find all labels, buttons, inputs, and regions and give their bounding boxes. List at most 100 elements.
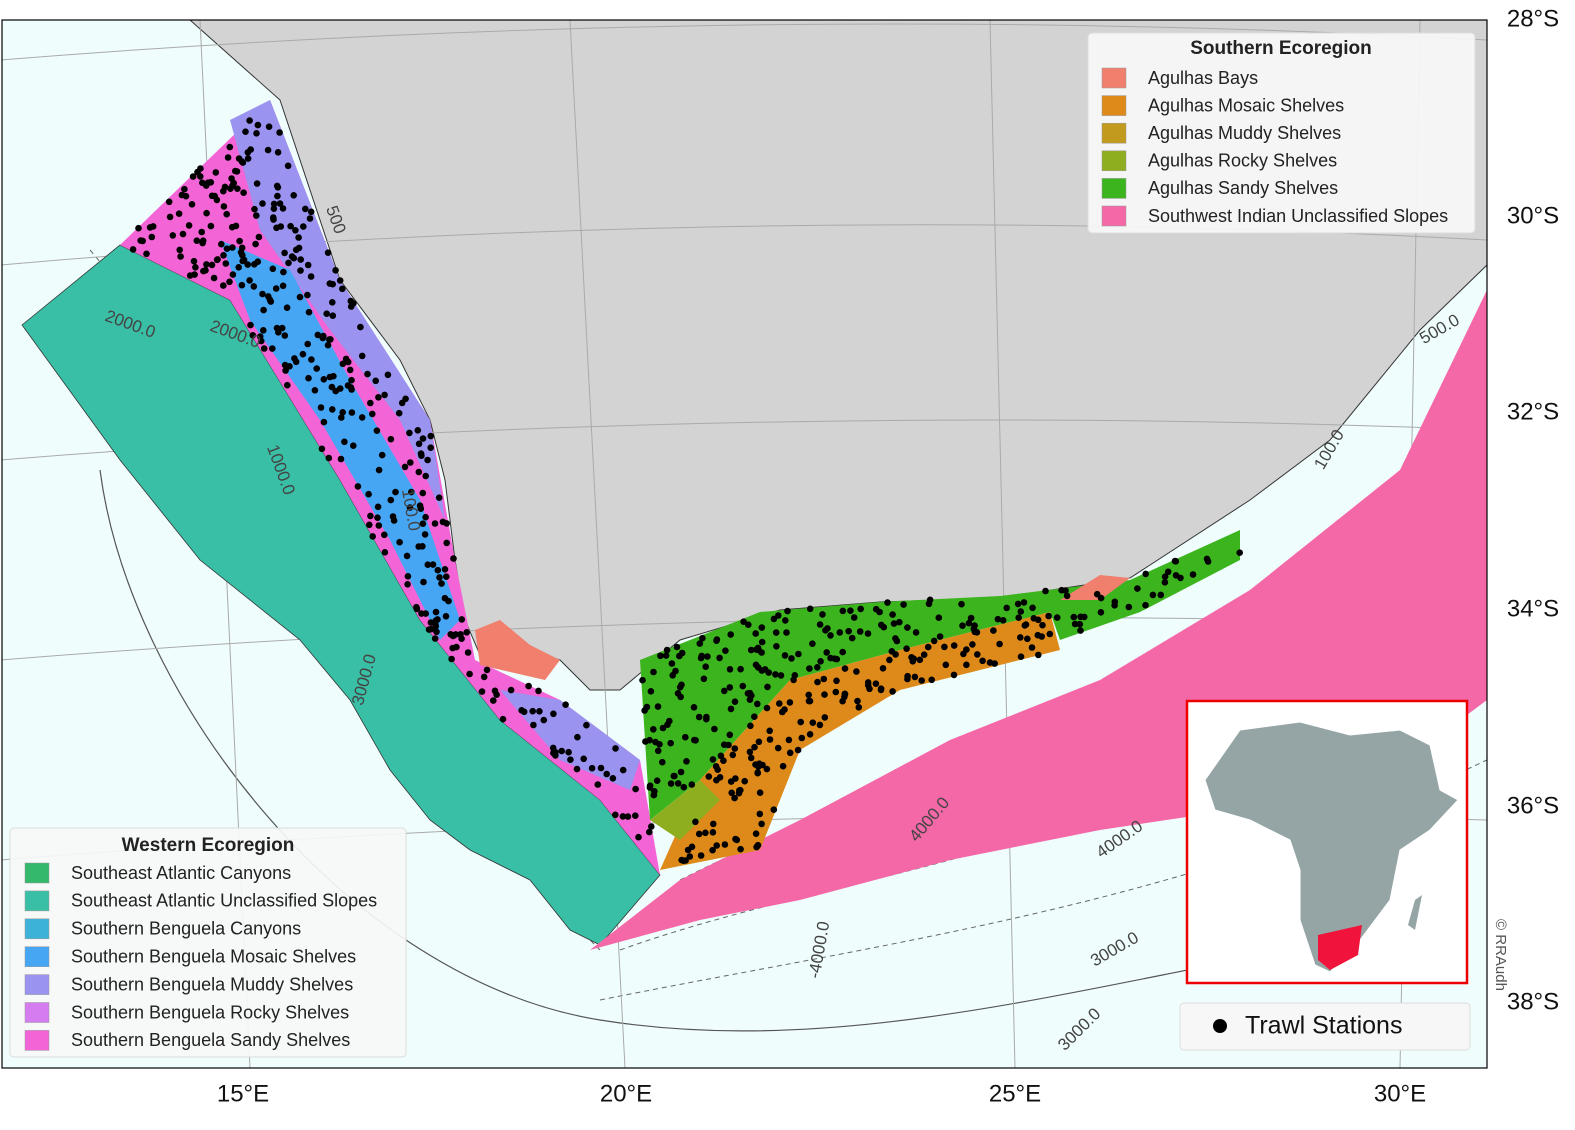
trawl-station <box>149 223 157 230</box>
trawl-station <box>347 384 355 391</box>
trawl-station <box>1071 620 1079 628</box>
southern-legend: Southern Ecoregion Agulhas Bays Agulhas M… <box>1087 32 1476 234</box>
trawl-station <box>712 763 720 770</box>
trawl-station <box>973 629 981 636</box>
trawl-station <box>281 332 289 339</box>
trawl-station <box>281 249 288 257</box>
trawl-station <box>427 444 435 452</box>
trawl-station <box>165 198 173 206</box>
legend-title: Western Ecoregion <box>122 835 295 856</box>
trawl-station <box>677 768 685 776</box>
trawl-station <box>580 755 587 763</box>
trawl-station <box>448 655 455 663</box>
trawl-station <box>567 756 574 763</box>
trawl-station <box>432 617 440 624</box>
trawl-station <box>809 640 816 647</box>
trawl-station <box>202 267 209 274</box>
trawl-station <box>375 394 382 401</box>
legend-swatch <box>24 918 50 940</box>
trawl-station <box>169 232 177 239</box>
trawl-station <box>832 688 840 696</box>
trawl-station <box>678 681 685 689</box>
trawl-station <box>1034 616 1042 624</box>
trawl-station <box>680 783 688 791</box>
trawl-station <box>686 853 694 860</box>
trawl-station <box>824 625 831 632</box>
trawl-station <box>308 356 315 363</box>
trawl-station <box>877 686 885 694</box>
trawl-station <box>754 769 761 776</box>
trawl-station <box>691 736 698 744</box>
trawl-station <box>635 833 642 841</box>
trawl-station <box>464 649 472 656</box>
trawl-station <box>415 468 423 476</box>
trawl-station <box>699 634 706 642</box>
trawl-station <box>1042 587 1049 595</box>
trawl-station <box>806 731 814 738</box>
trawl-station <box>341 438 348 446</box>
trawl-station <box>253 180 261 187</box>
trawl-station <box>816 721 824 729</box>
trawl-station <box>805 691 812 699</box>
trawl-station <box>673 643 681 651</box>
trawl-station <box>407 459 414 466</box>
trawl-station <box>143 250 150 258</box>
trawl-legend: Trawl Stations <box>1179 1002 1471 1051</box>
trawl-station <box>419 435 427 442</box>
trawl-station <box>1076 620 1084 628</box>
trawl-station <box>295 244 303 252</box>
trawl-station <box>763 704 771 712</box>
trawl-station <box>284 162 292 170</box>
trawl-station <box>520 708 528 716</box>
map-frame <box>1 19 1488 1069</box>
legend-title: Southern Ecoregion <box>1190 38 1372 59</box>
trawl-station <box>255 233 263 241</box>
trawl-station <box>249 332 257 339</box>
trawl-station <box>809 719 817 726</box>
trawl-station <box>233 168 241 175</box>
trawl-station <box>415 440 423 448</box>
trawl-station <box>682 857 689 864</box>
trawl-station <box>890 620 898 627</box>
trawl-station <box>270 205 278 212</box>
latitude-label: 38°S <box>1507 988 1559 1015</box>
trawl-station <box>320 376 328 383</box>
trawl-station <box>179 230 187 238</box>
trawl-station <box>236 237 243 245</box>
trawl-station <box>1093 590 1101 598</box>
trawl-station <box>886 656 893 664</box>
trawl-station <box>332 267 339 274</box>
trawl-station <box>401 463 409 471</box>
trawl-station <box>695 830 703 838</box>
trawl-station <box>177 253 184 260</box>
trawl-station <box>239 251 246 259</box>
trawl-station <box>692 818 699 826</box>
trawl-station <box>833 677 840 685</box>
trawl-station <box>916 656 924 664</box>
trawl-station <box>480 673 488 681</box>
trawl-station <box>240 189 247 196</box>
legend-swatch <box>1101 67 1127 89</box>
trawl-station <box>317 404 325 411</box>
trawl-station <box>251 205 258 213</box>
trawl-station <box>747 754 755 762</box>
trawl-station <box>1081 613 1088 621</box>
trawl-station <box>208 261 216 269</box>
trawl-station <box>732 835 739 843</box>
trawl-station <box>731 698 739 705</box>
legend-swatch <box>24 1002 50 1023</box>
trawl-station <box>375 522 383 529</box>
trawl-station <box>763 765 771 773</box>
trawl-station <box>703 715 710 723</box>
trawl-station <box>969 641 976 648</box>
trawl-station <box>307 273 315 280</box>
trawl-station <box>279 205 287 212</box>
trawl-station <box>659 758 666 766</box>
trawl-station <box>242 128 249 135</box>
legend-entries: Agulhas Bays Agulhas Mosaic Shelves Agulha… <box>1101 67 1448 227</box>
trawl-station <box>583 721 590 729</box>
trawl-station <box>752 630 759 637</box>
trawl-station <box>535 687 542 695</box>
trawl-station <box>375 466 383 474</box>
trawl-station <box>324 341 332 349</box>
